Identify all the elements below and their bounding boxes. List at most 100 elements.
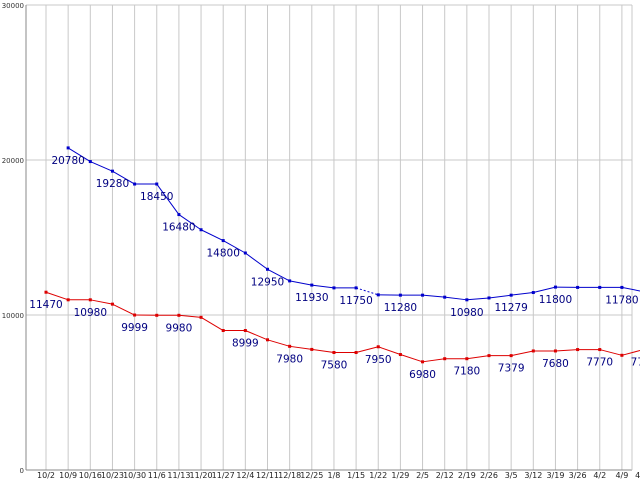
series-1-point [398,353,402,357]
series-1-segment [90,299,113,305]
series-1-point [310,347,314,351]
series-1-point [155,313,159,317]
series-1-segment [621,349,640,356]
series-0-segment [200,229,224,242]
x-tick-label: 3/26 [569,471,587,480]
series-1-segment [178,314,202,318]
series-1-point [199,315,203,319]
data-label: 11279 [494,302,527,314]
series-1-segment [511,350,534,357]
series-0-point [398,293,402,297]
series-0-segment [311,284,335,289]
x-tick-label: 11/20 [190,471,213,480]
series-1-point [465,357,469,361]
series-0-point [421,293,425,297]
series-1-point [266,338,269,342]
x-tick-label: 12/25 [300,471,323,480]
series-1-point [421,360,425,364]
series-1-point [553,349,557,353]
data-labels: 20780 19280 18450 16480 14800 12950 11930 11750… [29,155,640,381]
grid [26,4,632,471]
series-1-point [177,313,181,317]
x-tick-label: 10/30 [123,471,146,480]
data-label: 20780 [51,155,84,167]
series-0-point [221,239,225,243]
data-label: 19280 [96,178,129,190]
y-tick-label: 10000 [2,312,24,320]
x-tick-label: 11/6 [148,471,166,480]
x-tick-label: 10/16 [79,471,102,480]
data-label: 7379 [498,363,525,375]
series-0-point [620,285,624,289]
series-0-segment [67,147,91,162]
series-1-segment [355,346,379,353]
series-1-segment [45,291,69,301]
data-label: 11930 [295,292,328,304]
series-1-segment [200,316,224,331]
series-0-point [531,291,535,295]
x-tick-label: 12/4 [236,471,254,480]
x-tick-label: 4/2 [593,471,606,480]
series-1-point [531,349,535,353]
data-label: 11800 [539,294,572,306]
series-1-point [376,345,380,349]
series-0-point [133,182,137,186]
data-label: 9999 [121,322,148,334]
x-tick-label: 4/16 [635,471,640,480]
series-0-segment [112,170,135,185]
x-tick-label: 3/19 [546,471,564,480]
data-label: 7580 [321,360,348,372]
series-0-point [110,169,114,173]
series-0-point [332,286,336,290]
x-tick-label: 10/2 [37,471,55,480]
series-0-point [487,296,491,300]
series-1-point [221,329,225,333]
x-tick-label: 2/5 [416,471,429,480]
data-label: 9980 [166,322,193,334]
series-0-segment [533,286,556,294]
series-1-point [509,354,513,358]
data-label: 6980 [409,369,436,381]
series-1-point [620,353,624,357]
series-lines [45,147,640,363]
data-label: 7980 [276,353,303,365]
y-tick-label: 30000 [2,2,24,10]
series-0-point [199,228,203,232]
x-tick-label: 12/11 [256,471,279,480]
series-0-segment [267,268,290,282]
data-label: 10980 [74,307,107,319]
series-0-point [243,251,247,255]
series-0-segment [466,297,490,301]
series-0-point [465,298,469,302]
series-1-segment [599,349,623,356]
series-1-point [44,290,48,294]
x-tick-label: 1/8 [328,471,341,480]
series-1-point [243,329,247,333]
series-0-point [288,279,292,283]
series-0-point [177,213,181,217]
data-label: 14800 [206,248,239,260]
series-1-segment [400,354,423,363]
series-0-point [354,286,358,290]
data-label: 11470 [29,299,62,311]
data-label: 12950 [251,276,284,288]
data-label: 7770 [586,357,613,369]
series-0-point [376,293,380,297]
y-axis-ticks: 0 10000 20000 30000 [2,2,24,475]
series-1-point [288,344,292,348]
series-1-segment [289,345,312,350]
data-label: 11280 [384,302,417,314]
series-1-segment [422,358,445,363]
y-tick-label: 20000 [2,157,24,165]
series-0-point [155,182,159,186]
x-tick-label: 10/23 [101,471,124,480]
x-tick-label: 1/15 [347,471,365,480]
series-1-point [443,357,447,361]
x-tick-label: 2/12 [436,471,454,480]
x-tick-label: 3/5 [505,471,518,480]
series-0-point [310,283,314,287]
series-0-point [266,267,269,271]
series-0-segment [156,183,180,215]
series-0-point [553,285,557,289]
series-0-segment [488,294,512,299]
